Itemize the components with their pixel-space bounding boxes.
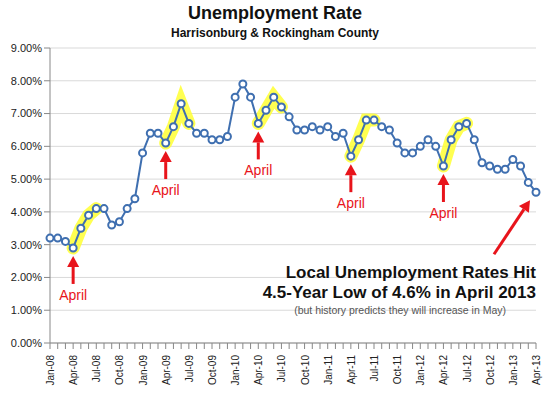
svg-text:Jan-10: Jan-10 xyxy=(230,355,241,386)
svg-text:Apr-13: Apr-13 xyxy=(531,355,542,385)
svg-text:Jan-12: Jan-12 xyxy=(415,355,426,386)
svg-text:Oct-10: Oct-10 xyxy=(300,355,311,385)
svg-text:April: April xyxy=(152,182,180,198)
svg-text:1.00%: 1.00% xyxy=(11,304,42,316)
svg-text:April: April xyxy=(337,195,365,211)
svg-text:Oct-11: Oct-11 xyxy=(392,355,403,385)
svg-text:Oct-08: Oct-08 xyxy=(114,355,125,385)
svg-text:Jul-09: Jul-09 xyxy=(184,355,195,383)
svg-text:4.00%: 4.00% xyxy=(11,206,42,218)
svg-text:April: April xyxy=(59,287,87,303)
svg-text:4.5-Year Low of 4.6% in April: 4.5-Year Low of 4.6% in April 2013 xyxy=(263,283,536,302)
html-text:Unemployment Rate: Unemployment Rate xyxy=(188,3,362,23)
svg-text:8.00%: 8.00% xyxy=(11,75,42,87)
svg-text:Jul-10: Jul-10 xyxy=(276,355,287,383)
svg-text:3.00%: 3.00% xyxy=(11,239,42,251)
html-text:Harrisonburg & Rockingham Coun: Harrisonburg & Rockingham County xyxy=(171,26,379,40)
svg-text:Apr-12: Apr-12 xyxy=(438,355,449,385)
svg-text:Jul-12: Jul-12 xyxy=(462,355,473,383)
svg-text:5.00%: 5.00% xyxy=(11,173,42,185)
svg-text:6.00%: 6.00% xyxy=(11,140,42,152)
svg-text:9.00%: 9.00% xyxy=(11,42,42,54)
svg-text:Jan-11: Jan-11 xyxy=(323,355,334,385)
svg-text:Jan-13: Jan-13 xyxy=(508,355,519,386)
svg-text:Apr-10: Apr-10 xyxy=(253,355,264,385)
svg-text:Jan-09: Jan-09 xyxy=(138,355,149,386)
svg-text:Jul-11: Jul-11 xyxy=(369,355,380,382)
svg-text:April: April xyxy=(244,162,272,178)
svg-text:Apr-11: Apr-11 xyxy=(346,355,357,385)
svg-text:Apr-09: Apr-09 xyxy=(161,355,172,385)
svg-text:April: April xyxy=(429,205,457,221)
svg-text:Apr-08: Apr-08 xyxy=(68,355,79,385)
svg-text:7.00%: 7.00% xyxy=(11,107,42,119)
svg-text:Oct-09: Oct-09 xyxy=(207,355,218,385)
svg-text:0.00%: 0.00% xyxy=(11,337,42,349)
svg-text:(but history predicts they wil: (but history predicts they will increase… xyxy=(294,304,506,316)
svg-text:2.00%: 2.00% xyxy=(11,271,42,283)
svg-text:Jan-08: Jan-08 xyxy=(45,355,56,386)
svg-text:Local Unemployment Rates Hit: Local Unemployment Rates Hit xyxy=(286,263,537,282)
svg-text:Oct-12: Oct-12 xyxy=(485,355,496,385)
svg-text:Jul-08: Jul-08 xyxy=(91,355,102,383)
